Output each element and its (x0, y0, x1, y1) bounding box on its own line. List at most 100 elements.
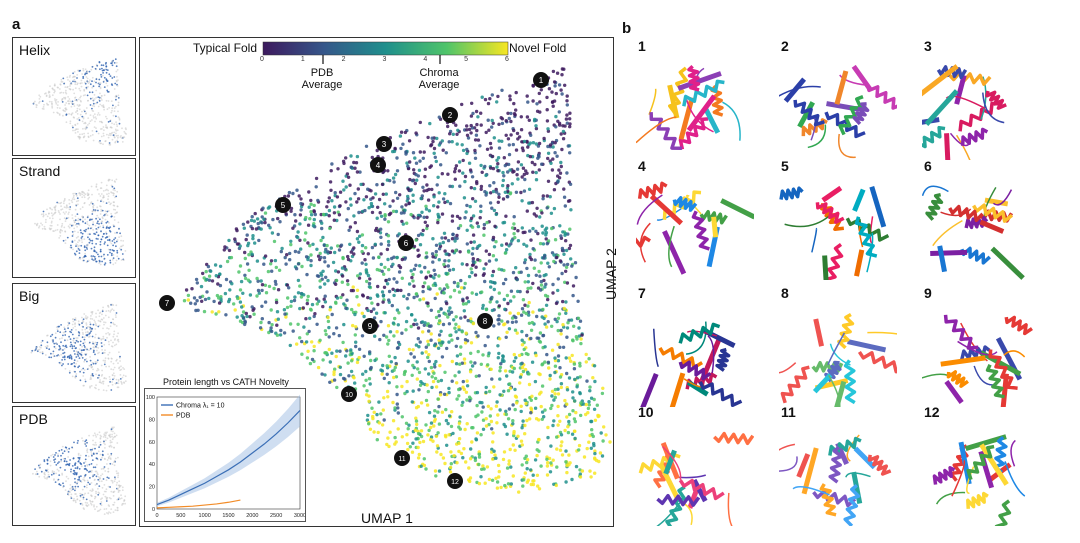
umap-point (564, 117, 569, 121)
umap-point (464, 210, 468, 214)
thumb-point (73, 345, 76, 348)
umap-point (504, 119, 508, 123)
thumb-point (65, 102, 68, 104)
thumb-point (49, 464, 52, 467)
thumb-point (81, 357, 84, 359)
thumb-point (51, 103, 53, 106)
umap-point (567, 419, 571, 424)
thumb-point (101, 453, 104, 456)
umap-point (323, 250, 327, 254)
umap-point (525, 460, 529, 465)
umap-point (297, 194, 301, 198)
umap-point (531, 141, 536, 145)
thumb-point (110, 62, 113, 65)
umap-point (441, 148, 445, 152)
protein-helix (1004, 315, 1033, 336)
thumb-point (72, 72, 74, 75)
thumb-point (80, 85, 83, 88)
umap-point (214, 274, 218, 278)
thumb-point (111, 481, 114, 484)
umap-point (501, 281, 506, 286)
umap-point (564, 265, 569, 269)
umap-point (571, 396, 575, 400)
inset-y-tick: 60 (149, 440, 155, 446)
umap-point (447, 312, 451, 316)
umap-point (494, 190, 499, 194)
umap-point (436, 346, 441, 350)
thumb-point (84, 193, 87, 196)
umap-point (336, 270, 341, 274)
thumb-point (84, 501, 87, 504)
thumb-point (56, 328, 59, 331)
thumb-point (108, 142, 111, 144)
umap-point (261, 206, 265, 210)
thumb-point (102, 134, 105, 137)
umap-point (542, 136, 546, 141)
thumb-point (100, 468, 103, 470)
thumb-point (91, 239, 94, 242)
umap-point (523, 177, 527, 182)
thumb-point (96, 367, 99, 370)
thumb-point (124, 502, 126, 505)
thumb-point (60, 458, 63, 461)
thumb-point (98, 259, 101, 262)
umap-point (491, 121, 495, 126)
thumb-point (105, 479, 108, 482)
umap-point (506, 195, 510, 199)
umap-point (469, 447, 473, 451)
thumb-point (98, 141, 101, 143)
thumb-point (95, 130, 98, 133)
thumb-point (118, 489, 121, 492)
umap-point (377, 268, 382, 272)
thumb-point (115, 245, 117, 248)
umap-point (336, 244, 340, 248)
thumb-point (117, 386, 120, 389)
thumb-point (80, 368, 83, 371)
umap-point (569, 257, 573, 261)
umap-point (448, 132, 452, 136)
thumb-point (32, 472, 34, 475)
umap-point (424, 207, 429, 211)
umap-point (516, 239, 521, 243)
thumb-point (111, 433, 113, 436)
thumb-point (88, 259, 90, 262)
umap-point (437, 338, 441, 342)
thumb-point (54, 332, 57, 335)
umap-point (537, 155, 541, 159)
umap-point (312, 209, 316, 213)
umap-point (549, 406, 553, 411)
thumb-point (98, 262, 101, 264)
thumb-point (76, 481, 79, 483)
thumb-point (92, 85, 95, 88)
umap-point (535, 473, 540, 477)
protein-helix (682, 79, 725, 107)
umap-point (520, 343, 525, 347)
umap-point (354, 344, 358, 349)
umap-point (382, 333, 386, 337)
umap-point (412, 244, 417, 249)
umap-point (503, 251, 508, 255)
thumb-point (108, 178, 111, 181)
umap-point (531, 310, 535, 314)
thumb-point (100, 193, 103, 195)
thumb-point (112, 335, 115, 338)
umap-point (580, 469, 585, 473)
thumb-point (105, 78, 108, 80)
protein-structure-image (922, 64, 1007, 160)
thumb-point (67, 216, 70, 219)
thumb-point (94, 120, 96, 123)
thumb-point (34, 222, 36, 225)
umap-point (327, 208, 332, 213)
umap-point (392, 180, 396, 184)
umap-point (323, 329, 328, 333)
thumb-point (78, 87, 81, 90)
umap-point (555, 255, 559, 260)
thumb-point (113, 249, 115, 252)
umap-point (426, 135, 430, 140)
umap-point (529, 336, 533, 341)
umap-point (446, 238, 451, 243)
umap-point (409, 269, 413, 273)
thumb-point (59, 88, 61, 90)
protein-strand (649, 194, 683, 226)
umap-point (508, 382, 512, 386)
